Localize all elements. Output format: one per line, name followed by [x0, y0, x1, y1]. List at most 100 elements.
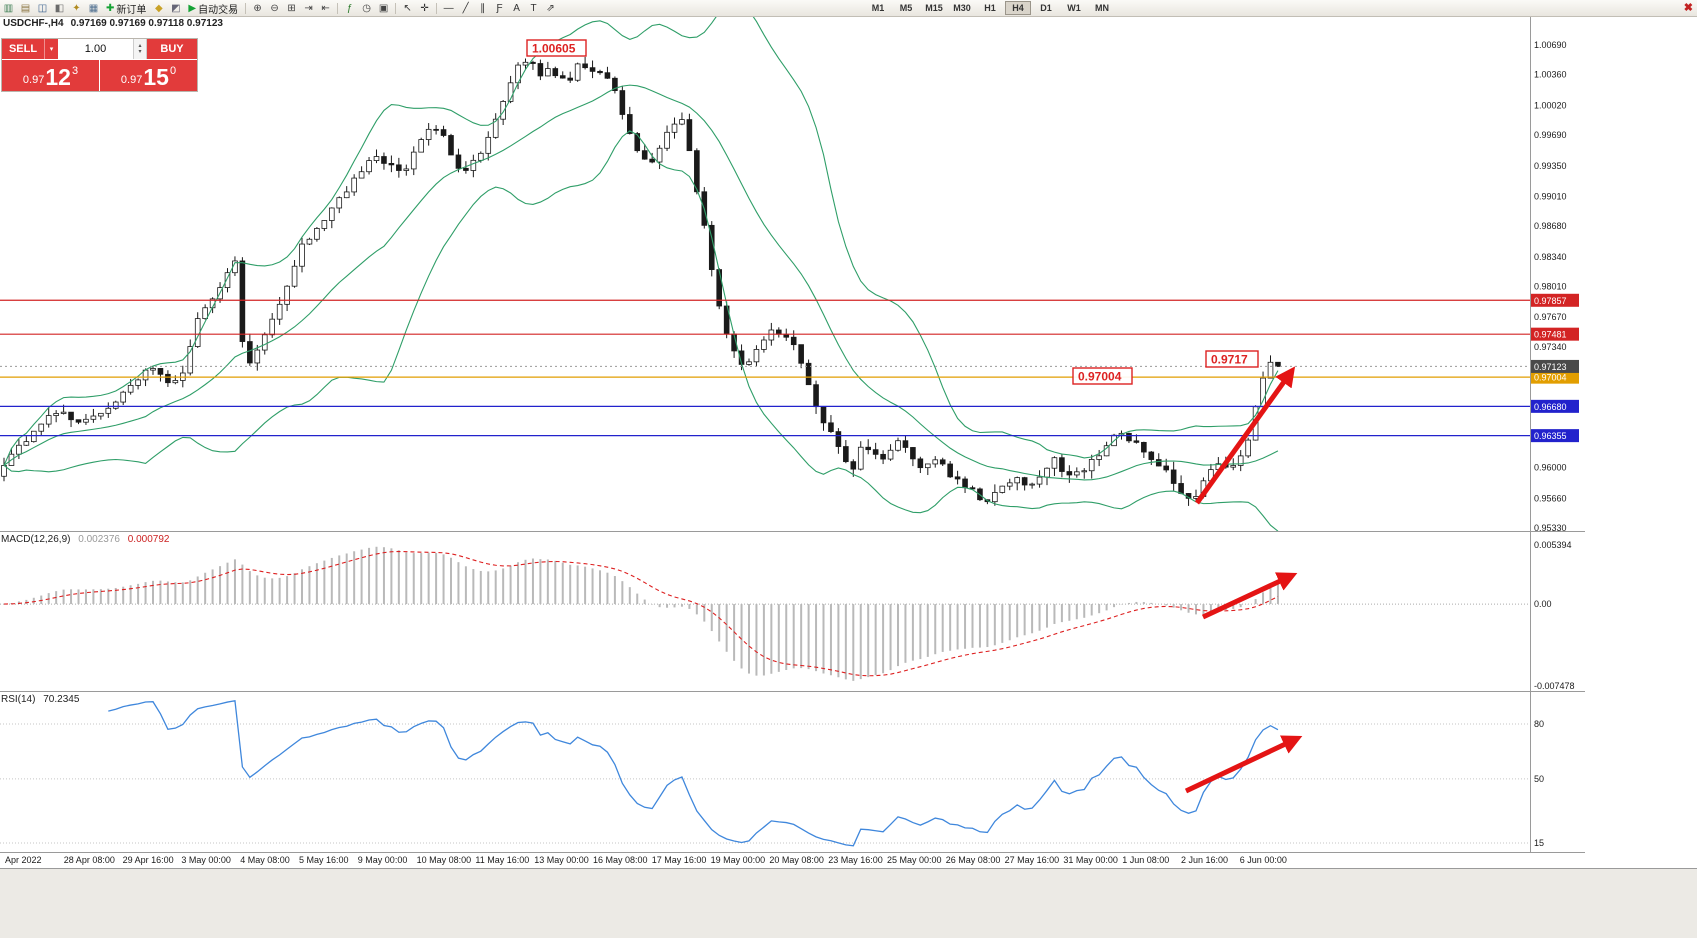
svg-text:0.97004: 0.97004	[1078, 370, 1122, 384]
navigator-icon: ✦	[72, 2, 81, 14]
autotrading-icon: ▶	[188, 2, 197, 14]
crosshair-button[interactable]: ✛	[416, 2, 433, 15]
timeframe-m5[interactable]: M5	[899, 3, 913, 13]
terminal-button[interactable]: ▦	[85, 2, 102, 15]
zoom-in-button[interactable]: ⊕	[249, 2, 266, 15]
svg-text:26 May 08:00: 26 May 08:00	[946, 855, 1001, 865]
macd-main-value: 0.002376	[78, 534, 120, 545]
status-area	[0, 868, 1697, 938]
sell-price-prefix: 0.97	[22, 74, 45, 86]
svg-text:0.99350: 0.99350	[1534, 161, 1567, 171]
market-watch-button[interactable]: ◫	[34, 2, 51, 15]
horizontal-line-button[interactable]: —	[440, 2, 457, 15]
toolbar-items: ▥ ▤ ◫ ◧ ✦ ▦ ✚ 新订单 ◆ ◩ ▶ 自动交易 ⊕ ⊖ ⊞ ⇥ ⇤ ƒ ◷ ▣ ↖ ✛ — ╱ ∥ Ƒ A T ⇗	[0, 0, 559, 16]
zoom-out-icon: ⊖	[270, 2, 279, 14]
buy-button[interactable]: BUY	[147, 39, 197, 59]
spin-up-icon[interactable]: ▴	[138, 43, 142, 49]
timeframe-d1[interactable]: D1	[1040, 3, 1052, 13]
svg-text:0.98680: 0.98680	[1534, 221, 1567, 231]
arrows-tool-icon: ⇗	[546, 2, 555, 14]
svg-text:0.97004: 0.97004	[1534, 373, 1567, 383]
svg-text:16 May 08:00: 16 May 08:00	[593, 855, 648, 865]
buy-price-big: 15	[143, 64, 169, 90]
indicators-button[interactable]: ƒ	[341, 2, 358, 15]
svg-text:31 May 00:00: 31 May 00:00	[1063, 855, 1118, 865]
timeframe-h1[interactable]: H1	[984, 3, 996, 13]
zoom-out-button[interactable]: ⊖	[266, 2, 283, 15]
buy-price-button[interactable]: 0.97 15 0	[100, 60, 197, 91]
cursor-icon: ↖	[403, 2, 412, 14]
trendline-icon: ╱	[462, 2, 469, 14]
chevron-down-icon[interactable]: ▾	[44, 39, 58, 59]
svg-text:0.98010: 0.98010	[1534, 282, 1567, 292]
timeframe-toolbar: M1 M5 M15 M30 H1 H4 D1 W1 MN	[865, 1, 1115, 15]
profiles-button[interactable]: ▤	[17, 2, 34, 15]
svg-text:0.98340: 0.98340	[1534, 252, 1567, 262]
metaeditor-button[interactable]: ◆	[150, 2, 167, 15]
text-label-button[interactable]: T	[525, 2, 542, 15]
svg-text:0.95660: 0.95660	[1534, 493, 1567, 503]
svg-text:0.005394: 0.005394	[1534, 540, 1572, 550]
periods-button[interactable]: ◷	[358, 2, 375, 15]
indicators-icon: ƒ	[346, 2, 353, 14]
volume-stepper[interactable]: ▴ ▾	[133, 39, 147, 59]
svg-text:0.97670: 0.97670	[1534, 312, 1567, 322]
text-icon: A	[513, 2, 520, 14]
new-chart-button[interactable]: ▥	[0, 2, 17, 15]
macd-name: MACD(12,26,9)	[1, 534, 71, 545]
rsi-name: RSI(14)	[1, 694, 36, 705]
volume-input[interactable]: 1.00	[58, 39, 133, 59]
spin-down-icon[interactable]: ▾	[138, 49, 142, 55]
svg-text:6 Jun 00:00: 6 Jun 00:00	[1240, 855, 1287, 865]
chart-area[interactable]: 1.00690 1.00360 1.00020 0.99690 0.99350 0.990…	[0, 0, 1697, 868]
svg-text:0.96355: 0.96355	[1534, 431, 1567, 441]
strategy-tester-button[interactable]: ◩	[167, 2, 184, 15]
price-callout-box	[1072, 367, 1133, 385]
templates-button[interactable]: ▣	[375, 2, 392, 15]
fibonacci-button[interactable]: Ƒ	[491, 2, 508, 15]
sell-price-big: 12	[45, 64, 71, 90]
navigator-button[interactable]: ✦	[68, 2, 85, 15]
fibonacci-icon: Ƒ	[496, 2, 503, 14]
close-icon[interactable]: ✖	[1683, 2, 1693, 14]
new-order-button-label: 新订单	[116, 4, 147, 16]
terminal-icon: ▦	[88, 2, 99, 14]
toolbar-separator	[245, 2, 247, 14]
timeframe-w1[interactable]: W1	[1067, 3, 1081, 13]
timeframe-mn[interactable]: MN	[1095, 3, 1109, 13]
svg-text:0.97123: 0.97123	[1534, 362, 1567, 372]
svg-text:23 May 16:00: 23 May 16:00	[828, 855, 883, 865]
price-axis[interactable]	[1530, 16, 1590, 852]
macd-indicator-label: MACD(12,26,9) 0.002376 0.000792	[1, 534, 169, 545]
data-window-button[interactable]: ◧	[51, 2, 68, 15]
timeframe-m30[interactable]: M30	[953, 3, 971, 13]
svg-text:2 Jun 16:00: 2 Jun 16:00	[1181, 855, 1228, 865]
new-chart-icon: ▥	[3, 2, 14, 14]
text-button[interactable]: A	[508, 2, 525, 15]
timeframe-h4[interactable]: H4	[1005, 1, 1031, 15]
timeframe-m15[interactable]: M15	[925, 3, 943, 13]
new-order-icon: ✚	[106, 2, 115, 14]
tile-windows-button[interactable]: ⊞	[283, 2, 300, 15]
buy-price-prefix: 0.97	[120, 74, 143, 86]
trendline-button[interactable]: ╱	[457, 2, 474, 15]
auto-scroll-button[interactable]: ⇥	[300, 2, 317, 15]
svg-text:20 May 08:00: 20 May 08:00	[769, 855, 824, 865]
cursor-button[interactable]: ↖	[399, 2, 416, 15]
svg-text:11 May 16:00: 11 May 16:00	[475, 855, 529, 865]
autotrading-button[interactable]: ▶ 自动交易	[184, 2, 242, 16]
svg-text:1.00020: 1.00020	[1534, 100, 1567, 110]
svg-text:19 May 00:00: 19 May 00:00	[711, 855, 766, 865]
svg-text:0.95330: 0.95330	[1534, 523, 1567, 533]
new-order-button[interactable]: ✚ 新订单	[102, 2, 150, 16]
svg-text:4 May 08:00: 4 May 08:00	[240, 855, 290, 865]
chart-shift-button[interactable]: ⇤	[317, 2, 334, 15]
sell-price-button[interactable]: 0.97 12 3	[2, 60, 99, 91]
svg-text:28 Apr 08:00: 28 Apr 08:00	[64, 855, 115, 865]
arrows-tool-button[interactable]: ⇗	[542, 2, 559, 15]
timeframe-m1[interactable]: M1	[871, 3, 885, 13]
channel-button[interactable]: ∥	[474, 2, 491, 15]
sell-button[interactable]: SELL	[2, 39, 44, 59]
time-axis[interactable]	[0, 852, 1530, 868]
